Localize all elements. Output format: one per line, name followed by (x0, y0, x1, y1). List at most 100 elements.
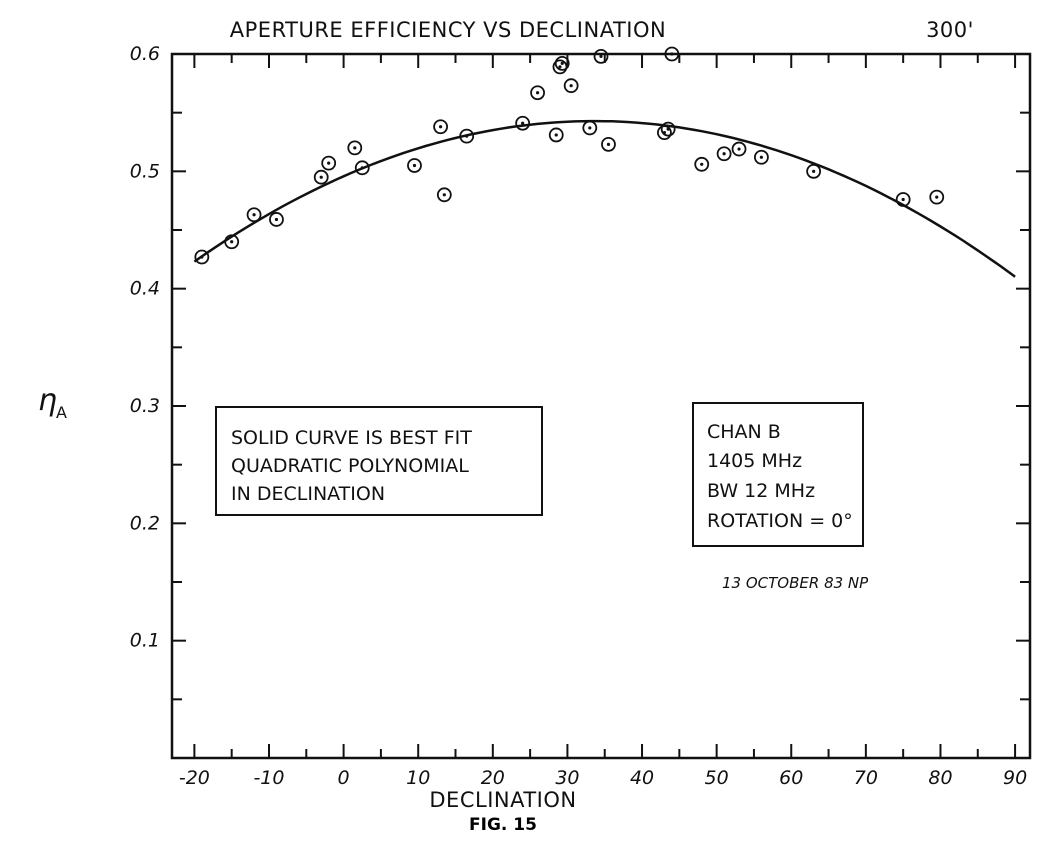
data-point (269, 212, 284, 227)
data-point-ring (929, 189, 945, 205)
y-tick-label: 0.5 (130, 160, 160, 182)
data-point-ring (433, 119, 448, 135)
y-tick-label: 0.6 (130, 43, 160, 65)
data-point-dot (670, 52, 674, 56)
data-point (754, 149, 769, 165)
data-point-ring (407, 158, 422, 173)
date-note: 13 OCTOBER 83 NP (722, 574, 869, 592)
data-point-dot (535, 91, 540, 95)
data-point-dot (569, 84, 573, 88)
data-point (660, 121, 676, 137)
chart-title: APERTURE EFFICIENCY VS DECLINATION (230, 18, 666, 42)
data-point (554, 55, 570, 71)
x-tick-label: -20 (179, 767, 210, 789)
x-tick-label: 70 (854, 767, 878, 789)
y-axis-label-subscript: A (56, 403, 67, 422)
data-point-ring (694, 156, 710, 172)
data-point-ring (895, 192, 911, 207)
x-tick-label: 10 (406, 767, 430, 789)
data-point-ring (194, 249, 210, 265)
data-point (354, 160, 370, 176)
info-box-line-1: CHAN B (707, 421, 781, 443)
data-point-dot (560, 61, 564, 65)
data-point (929, 189, 945, 205)
y-tick-label: 0.2 (130, 512, 160, 534)
x-tick-label: 40 (630, 767, 654, 789)
data-point (321, 155, 337, 171)
x-tick-label: -10 (253, 767, 284, 789)
data-point-ring (224, 234, 240, 250)
x-tick-label: 0 (338, 767, 350, 789)
data-point-ring (601, 136, 616, 152)
data-point (601, 136, 616, 152)
data-point-dot (274, 217, 279, 222)
y-tick-label: 0.3 (130, 395, 160, 417)
data-point-dot (412, 163, 417, 168)
data-point (194, 249, 210, 265)
data-point-ring (530, 85, 545, 101)
data-point-ring (246, 207, 262, 223)
channel-info-box: CHAN B 1405 MHz BW 12 MHz ROTATION = 0° (692, 402, 864, 547)
data-point (664, 46, 680, 62)
x-tick-label: 60 (779, 767, 803, 789)
data-point-dot (319, 175, 323, 179)
data-point-dot (588, 126, 592, 130)
data-point (806, 163, 822, 179)
data-point-dot (252, 213, 256, 217)
data-point-dot (230, 240, 234, 244)
x-tick-label: 30 (555, 767, 579, 789)
data-point-dot (666, 127, 670, 131)
data-point-dot (812, 169, 816, 173)
data-point (313, 169, 329, 185)
data-point-ring (731, 141, 747, 157)
figure-label: FIG. 15 (469, 815, 537, 835)
fit-box-line-3: IN DECLINATION (231, 483, 385, 505)
x-axis-label: DECLINATION (429, 788, 576, 812)
data-point-dot (554, 133, 558, 137)
data-point-dot (558, 65, 562, 69)
data-point-ring (657, 125, 672, 141)
data-point-dot (935, 195, 939, 199)
data-point-ring (593, 48, 609, 64)
data-point (582, 120, 598, 136)
data-point-ring (548, 127, 564, 143)
data-point-dot (442, 193, 446, 197)
data-point-dot (901, 197, 905, 202)
data-point-ring (354, 160, 370, 176)
data-point (593, 48, 609, 64)
data-point-ring (664, 46, 680, 62)
info-box-line-4: ROTATION = 0° (707, 510, 853, 532)
x-tick-label: 20 (481, 767, 505, 789)
data-point-ring (716, 146, 732, 162)
data-point (895, 192, 911, 207)
data-point (407, 158, 422, 173)
data-point-ring (806, 163, 822, 179)
data-point (515, 115, 531, 131)
x-tick-label: 90 (1003, 767, 1027, 789)
data-point (459, 128, 475, 144)
corner-label: 300' (926, 18, 974, 42)
best-fit-curve (193, 119, 1016, 278)
data-point-ring (321, 155, 337, 171)
data-point (347, 140, 363, 156)
data-point-dot (606, 142, 611, 146)
data-point (563, 78, 579, 94)
data-point-ring (347, 140, 363, 156)
info-box-line-2: 1405 MHz (707, 450, 802, 472)
data-points (194, 46, 945, 265)
info-box-line-3: BW 12 MHz (707, 480, 815, 502)
data-point-ring (660, 121, 676, 137)
data-point-ring (515, 115, 531, 131)
data-point-dot (327, 161, 331, 165)
data-point (246, 207, 262, 223)
fit-box-line-1: SOLID CURVE IS BEST FIT (231, 427, 472, 449)
data-point-dot (200, 255, 204, 259)
data-point (716, 146, 732, 162)
x-tick-label: 80 (928, 767, 952, 789)
data-point-ring (563, 78, 579, 94)
data-point-dot (722, 152, 726, 156)
data-point-ring (269, 212, 284, 227)
data-point-dot (759, 155, 764, 159)
data-point-dot (599, 54, 603, 58)
